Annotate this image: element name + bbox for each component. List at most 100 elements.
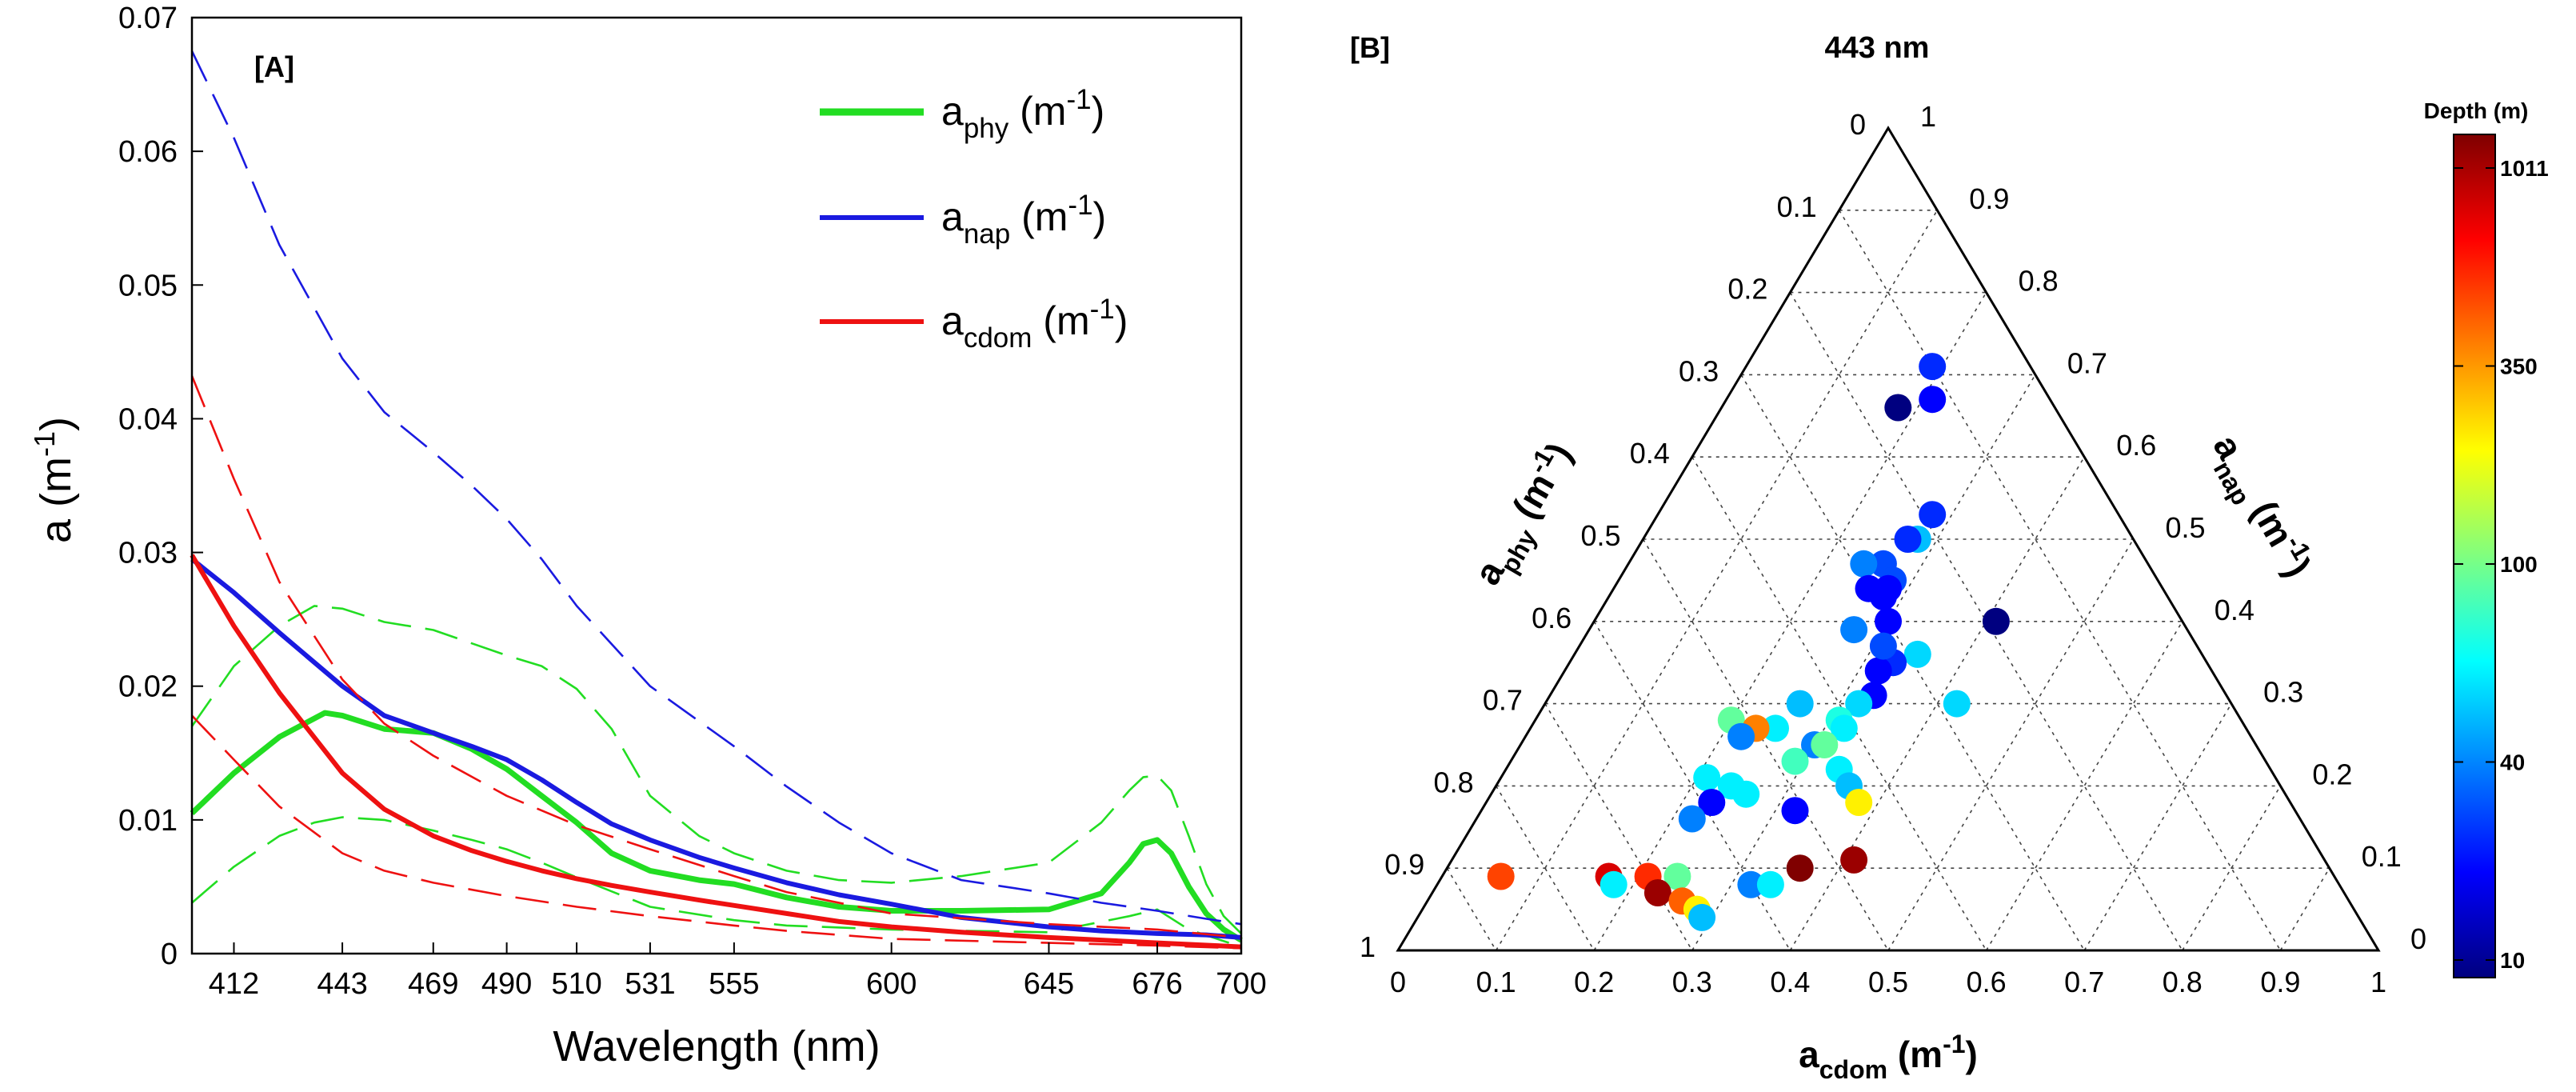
data-point	[1811, 731, 1839, 758]
tick-label-phy: 0.3	[1679, 354, 1719, 387]
panel-a-x-axis-title: Wavelength (nm)	[553, 1022, 880, 1070]
legend-entry-anap: anap (m-1)	[820, 190, 1106, 250]
data-point	[1830, 714, 1858, 742]
panel-b-label: [B]	[1350, 31, 1390, 64]
axis-acdom-base: a	[1799, 1034, 1819, 1075]
colorbar-title: Depth (m)	[2424, 98, 2529, 123]
data-point	[1875, 607, 1902, 635]
data-point	[1894, 526, 1922, 553]
panel-a-legend: aphy (m-1) anap (m-1) acdom (m-1)	[820, 84, 1128, 354]
axis-acdom-sup: -1	[1943, 1030, 1965, 1058]
panel-a-series-layer	[190, 50, 1243, 950]
y-tick-label: 0.01	[118, 804, 178, 838]
tick-label-nap: 0.1	[2362, 840, 2402, 873]
legend-label-aphy: aphy (m-1)	[941, 84, 1104, 144]
tick-label-nap: 0.4	[2215, 594, 2254, 626]
data-point	[1919, 353, 1947, 381]
legend-anap-sub: nap	[964, 218, 1010, 250]
data-point	[1781, 797, 1809, 825]
x-tick-label: 510	[551, 967, 601, 1001]
data-point	[1850, 550, 1878, 578]
data-point	[1845, 789, 1873, 816]
data-point	[1727, 722, 1755, 750]
colorbar	[2453, 134, 2496, 978]
y-tick-label: 0.04	[118, 402, 178, 436]
panel-a-line-chart: 412 443 469 490 510 531 555 600 645 676 700 00.010…	[28, 2, 1267, 1070]
tick-label-cdom: 0.8	[2163, 966, 2203, 998]
legend-label-anap: anap (m-1)	[941, 190, 1106, 250]
legend-acdom-tail: )	[1115, 298, 1128, 343]
y-tick-label: 0.03	[118, 537, 178, 570]
grid-line-cdom	[2279, 867, 2330, 951]
panel-a-y-axis-title-tail: )	[32, 417, 80, 431]
tick-label-cdom: 0.9	[2260, 966, 2300, 998]
axis-label-anap: anap (m-1)	[2198, 426, 2323, 588]
tick-label-phy: 1	[1360, 930, 1376, 963]
tick-label-nap: 0.8	[2019, 265, 2059, 298]
series-line-1	[190, 605, 1242, 934]
x-tick-label: 600	[866, 967, 917, 1001]
data-point	[1762, 714, 1789, 742]
colorbar-tick-label: 1011	[2500, 156, 2549, 181]
ternary-points	[1487, 353, 2010, 931]
legend-entry-acdom: acdom (m-1)	[820, 294, 1128, 354]
axis-label-acdom: acdom (m-1)	[1799, 1030, 1978, 1084]
tick-label-phy: 0.8	[1434, 766, 1474, 798]
colorbar-tick-label: 10	[2500, 948, 2525, 973]
data-point	[1663, 862, 1691, 890]
tick-label-nap: 1	[1920, 100, 1936, 133]
grid-line-phy	[1544, 703, 1693, 951]
legend-anap-base: a	[941, 194, 964, 239]
x-tick-label: 412	[209, 967, 259, 1001]
data-point	[1903, 640, 1931, 668]
tick-label-nap: 0.2	[2312, 758, 2352, 790]
panel-a-x-ticks: 412 443 469 490 510 531 555 600 645 676 700	[209, 942, 1267, 1001]
data-point	[1840, 616, 1868, 644]
legend-entry-aphy: aphy (m-1)	[820, 84, 1104, 144]
tick-label-phy: 0.2	[1727, 273, 1767, 306]
panel-b-ternary-chart: [B] 443 nm 0 0 0 0.1 0.1 0.1 0.2 0.2 0.2 0.3 0.3 0.…	[1350, 31, 2549, 1084]
x-tick-label: 531	[625, 967, 675, 1001]
y-tick-label: 0.02	[118, 670, 178, 704]
legend-acdom-mid: (m	[1032, 298, 1089, 343]
x-tick-label: 490	[481, 967, 532, 1001]
series-line-3	[190, 557, 1242, 940]
legend-aphy-tail: )	[1092, 89, 1105, 134]
y-tick-label: 0.06	[118, 135, 178, 169]
tick-label-cdom: 0.4	[1770, 966, 1810, 998]
colorbar-tick-label: 100	[2500, 552, 2538, 577]
panel-a-y-axis-title: a (m-1)	[28, 417, 80, 543]
tick-label-cdom: 0	[1390, 966, 1406, 998]
data-point	[1869, 583, 1897, 610]
data-point	[1982, 607, 2010, 635]
series-line-2	[191, 816, 1242, 948]
data-point	[1845, 690, 1873, 718]
ternary-grid	[1446, 209, 2330, 951]
data-point	[1737, 870, 1765, 898]
data-point	[1678, 805, 1706, 833]
data-point	[1643, 879, 1671, 906]
series-line-0	[190, 710, 1243, 943]
x-tick-label: 555	[709, 967, 759, 1001]
y-tick-label: 0.07	[118, 2, 178, 35]
series-line-6	[190, 375, 1242, 939]
ternary-tick-labels: 0 0 0 0.1 0.1 0.1 0.2 0.2 0.2 0.3 0.3 0.3 0.4 0.4 0.4 0…	[1360, 100, 2426, 998]
tick-label-nap: 0.7	[2067, 346, 2107, 379]
data-point	[1600, 870, 1627, 898]
data-point	[1919, 501, 1947, 529]
data-point	[1487, 862, 1515, 890]
legend-aphy-sub: phy	[964, 113, 1009, 144]
ternary-triangle	[1396, 126, 2381, 952]
x-tick-label: 700	[1216, 967, 1266, 1001]
legend-aphy-base: a	[941, 89, 964, 134]
tick-label-phy: 0.5	[1580, 519, 1620, 552]
legend-anap-tail: )	[1093, 194, 1107, 239]
data-point	[1884, 394, 1912, 422]
legend-anap-mid: (m	[1010, 194, 1068, 239]
legend-acdom-sub: cdom	[964, 322, 1032, 354]
legend-anap-sup: -1	[1068, 190, 1092, 221]
axis-acdom-tail: )	[1966, 1034, 1978, 1075]
tick-label-phy: 0.6	[1532, 602, 1572, 634]
panel-b-title: 443 nm	[1825, 31, 1930, 65]
panel-a-y-axis-title-base: a (m	[32, 457, 80, 543]
